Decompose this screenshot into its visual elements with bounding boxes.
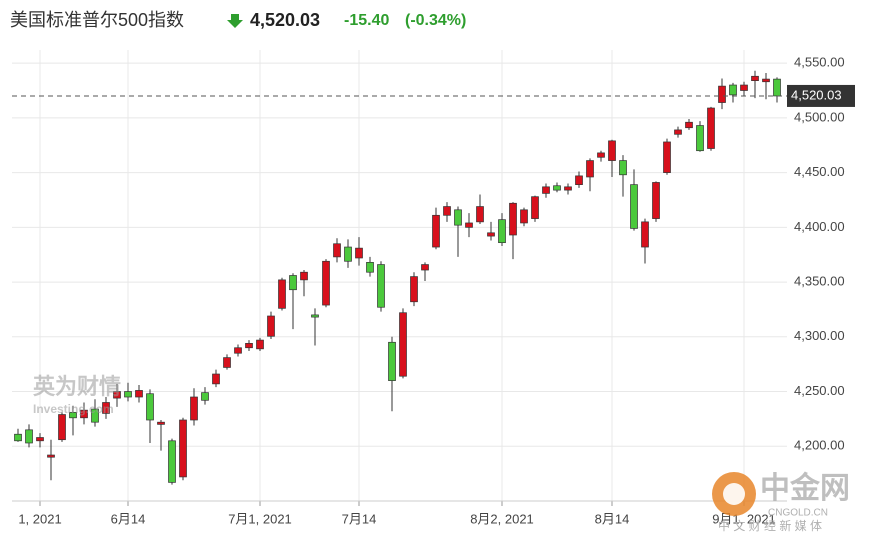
candle-body (190, 396, 198, 421)
candle-body (531, 196, 539, 219)
candle-body (278, 279, 286, 309)
change: -15.40 (344, 12, 389, 29)
candle-body (465, 222, 473, 228)
y-tick-label: 4,450.00 (794, 164, 845, 179)
candle-body (421, 264, 429, 271)
candle-body (256, 339, 264, 350)
x-tick-label: 6月14 (111, 511, 146, 526)
candle-body (135, 390, 143, 398)
candle-body (388, 341, 396, 381)
candle-body (377, 264, 385, 308)
candle-body (14, 433, 22, 442)
candle-body (575, 175, 583, 185)
down-arrow (227, 14, 243, 28)
candle-body (498, 219, 506, 244)
y-tick-label: 4,400.00 (794, 219, 845, 234)
x-tick-label: 1, 2021 (18, 511, 61, 526)
candle-body (454, 209, 462, 226)
price: 4,520.03 (250, 10, 320, 30)
candle-body (399, 312, 407, 377)
watermarks: 英为财情 Investing.com 中金网 CNGOLD.CN 中 文 财 经… (33, 374, 850, 533)
candle-body (542, 186, 550, 194)
last-price-label: 4,520.03 (791, 87, 842, 102)
candle-body (333, 243, 341, 258)
y-tick-label: 4,500.00 (794, 109, 845, 124)
candle-body (553, 185, 561, 191)
candle-body (652, 182, 660, 219)
watermark: 英为财情 (33, 374, 121, 399)
candle-body (201, 392, 209, 401)
candle-body (113, 391, 121, 399)
candle-body (564, 186, 572, 191)
candle-body (322, 260, 330, 306)
candle-body (124, 391, 132, 398)
candle-body (58, 414, 66, 441)
candle-body (597, 152, 605, 158)
y-tick-label: 4,200.00 (794, 438, 845, 453)
candle-body (168, 440, 176, 483)
candle-body (179, 419, 187, 478)
candle-body (25, 429, 33, 444)
candle-body (267, 315, 275, 337)
candle-body (608, 140, 616, 161)
candle-body (751, 75, 759, 82)
candle-body (696, 125, 704, 152)
logo (723, 483, 745, 505)
candle-body (476, 206, 484, 223)
candle-body (630, 184, 638, 229)
candle-body (80, 409, 88, 419)
x-tick-label: 8月2, 2021 (470, 511, 534, 526)
candle-body (718, 85, 726, 103)
watermark: Investing.com (33, 402, 114, 416)
watermark: 中 文 财 经 新 媒 体 (718, 518, 822, 533)
candle-body (740, 84, 748, 91)
candle-body (102, 402, 110, 414)
change-pct: (-0.34%) (405, 12, 466, 29)
x-tick-label: 7月14 (342, 511, 377, 526)
candle-body (146, 393, 154, 421)
candle-body (432, 214, 440, 248)
candle-body (223, 357, 231, 368)
candle-body (509, 202, 517, 236)
candle-body (773, 78, 781, 97)
candle-body (69, 411, 77, 419)
candle-body (641, 221, 649, 248)
candle-body (157, 421, 165, 425)
candle-body (36, 437, 44, 442)
y-tick-label: 4,350.00 (794, 274, 845, 289)
candle-body (289, 275, 297, 291)
x-tick-label: 7月1, 2021 (228, 511, 292, 526)
candle-body (355, 247, 363, 259)
candle-body (586, 160, 594, 178)
candle-body (300, 271, 308, 281)
candle-body (91, 408, 99, 423)
candle-body (707, 107, 715, 149)
candle-body (443, 206, 451, 216)
candle-body (674, 129, 682, 135)
candle-body (366, 262, 374, 273)
candle-body (311, 314, 319, 318)
candle-body (47, 454, 55, 458)
candle-body (234, 347, 242, 354)
watermark: CNGOLD.CN (768, 508, 828, 519)
candle-body (344, 246, 352, 262)
y-tick-label: 4,250.00 (794, 383, 845, 398)
candle-body (212, 373, 220, 385)
candle-body (663, 141, 671, 173)
candle-body (410, 276, 418, 303)
candle-body (520, 209, 528, 224)
chart-title: 美国标准普尔500指数 (10, 10, 184, 30)
candle-body (685, 121, 693, 129)
candle-body (487, 232, 495, 237)
x-tick-label: 8月14 (595, 511, 630, 526)
y-tick-label: 4,300.00 (794, 328, 845, 343)
candle-body (762, 78, 770, 83)
candle-body (729, 84, 737, 96)
y-tick-label: 4,550.00 (794, 55, 845, 70)
candle-body (245, 343, 253, 349)
candle-body (619, 160, 627, 176)
last-price-box (787, 84, 855, 107)
watermark: 中金网 (760, 471, 850, 505)
